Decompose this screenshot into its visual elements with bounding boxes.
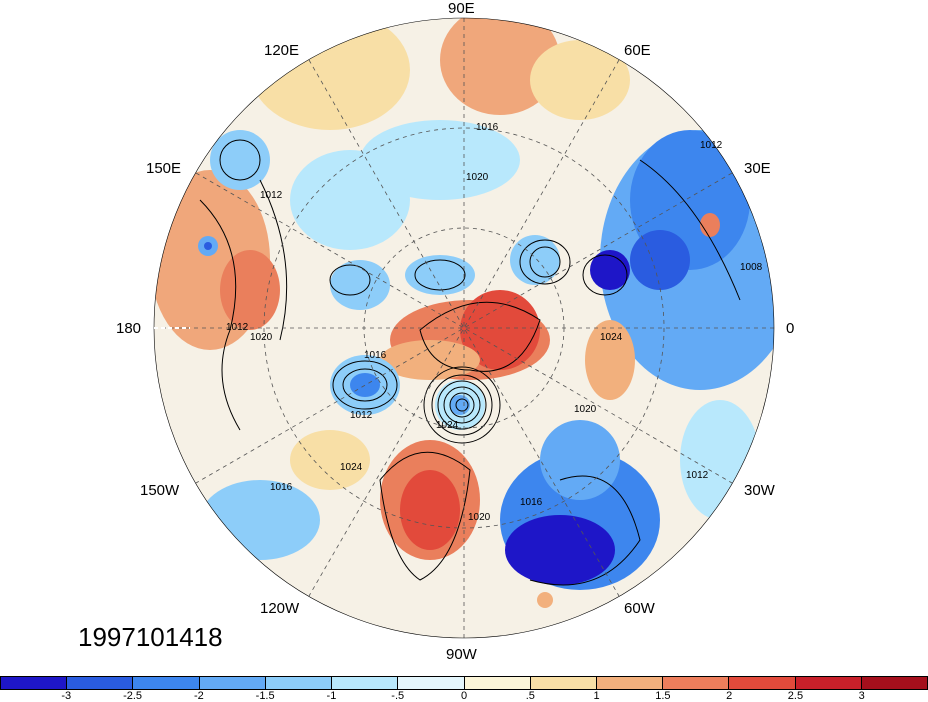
lon-label-90w: 90W [446, 646, 477, 663]
colorbar-tick-label: -.5 [391, 690, 405, 702]
contour-label: 1012 [686, 470, 709, 481]
contour-label-group: 1016 1020 1012 1012 1012 1008 1020 1016 … [226, 122, 763, 523]
colorbar-swatch [199, 677, 266, 689]
colorbar-swatch [530, 677, 597, 689]
contour-label: 1012 [226, 322, 249, 333]
contour-label: 1016 [270, 482, 293, 493]
contour-label: 1016 [520, 497, 543, 508]
lon-label-60e: 60E [624, 42, 651, 59]
colorbar [0, 676, 928, 690]
colorbar-swatch [729, 677, 796, 689]
colorbar-swatch [67, 677, 134, 689]
contour-label: 1020 [466, 172, 489, 183]
colorbar-swatch [464, 677, 531, 689]
colorbar-tick-label: 1.5 [655, 690, 671, 702]
timestamp-label: 1997101418 [78, 622, 223, 652]
colorbar-swatch [795, 677, 862, 689]
colorbar-tick-label: -3 [61, 690, 72, 702]
colorbar-tick-label: -1 [326, 690, 337, 702]
graticule [154, 18, 774, 638]
colorbar-swatch [133, 677, 200, 689]
colorbar-tick-label: 2.5 [787, 690, 804, 702]
colorbar-swatch [663, 677, 730, 689]
contour-label: 1024 [340, 462, 363, 473]
anomaly-shading [154, 18, 774, 608]
contour-label: 1024 [600, 332, 623, 343]
contour-label: 1008 [740, 262, 763, 273]
contour-label: 1020 [574, 404, 597, 415]
lon-label-180: 180 [116, 320, 142, 337]
colorbar-tick-label: .5 [525, 690, 535, 702]
lon-label-120w: 120W [260, 600, 300, 617]
lon-label-0: 0 [786, 320, 795, 337]
contour-label: 1012 [700, 140, 723, 151]
lon-label-30w: 30W [744, 482, 775, 499]
colorbar-swatch [265, 677, 333, 689]
colorbar-tick-label: 3 [858, 690, 865, 702]
contour-label: 1012 [350, 410, 373, 421]
contour-label: 1024 [436, 420, 459, 431]
colorbar-tick-label: -1.5 [255, 690, 275, 702]
contour-label: 1016 [476, 122, 499, 133]
lon-label-150w: 150W [140, 482, 180, 499]
colorbar-tick-label: 1 [593, 690, 600, 702]
pressure-contours [199, 139, 741, 586]
colorbar-tick-label: 2 [726, 690, 733, 702]
lon-label-30e: 30E [744, 160, 771, 177]
lon-label-60w: 60W [624, 600, 655, 617]
contour-label: 1020 [468, 512, 491, 523]
lon-label-90e: 90E [448, 0, 475, 17]
colorbar-tick-label: -2 [193, 690, 204, 702]
colorbar-swatch [332, 677, 399, 689]
contour-label: 1020 [250, 332, 273, 343]
contour-label: 1016 [364, 350, 387, 361]
colorbar-tick-label: 0 [460, 690, 468, 702]
lon-label-120e: 120E [264, 42, 300, 59]
colorbar-swatch [398, 677, 465, 689]
colorbar-tick-label: -2.5 [123, 690, 143, 702]
lon-label-150e: 150E [146, 160, 182, 177]
colorbar-swatch [596, 677, 664, 689]
colorbar-swatch [861, 677, 928, 689]
colorbar-swatch [1, 677, 68, 689]
contour-label: 1012 [260, 190, 283, 201]
